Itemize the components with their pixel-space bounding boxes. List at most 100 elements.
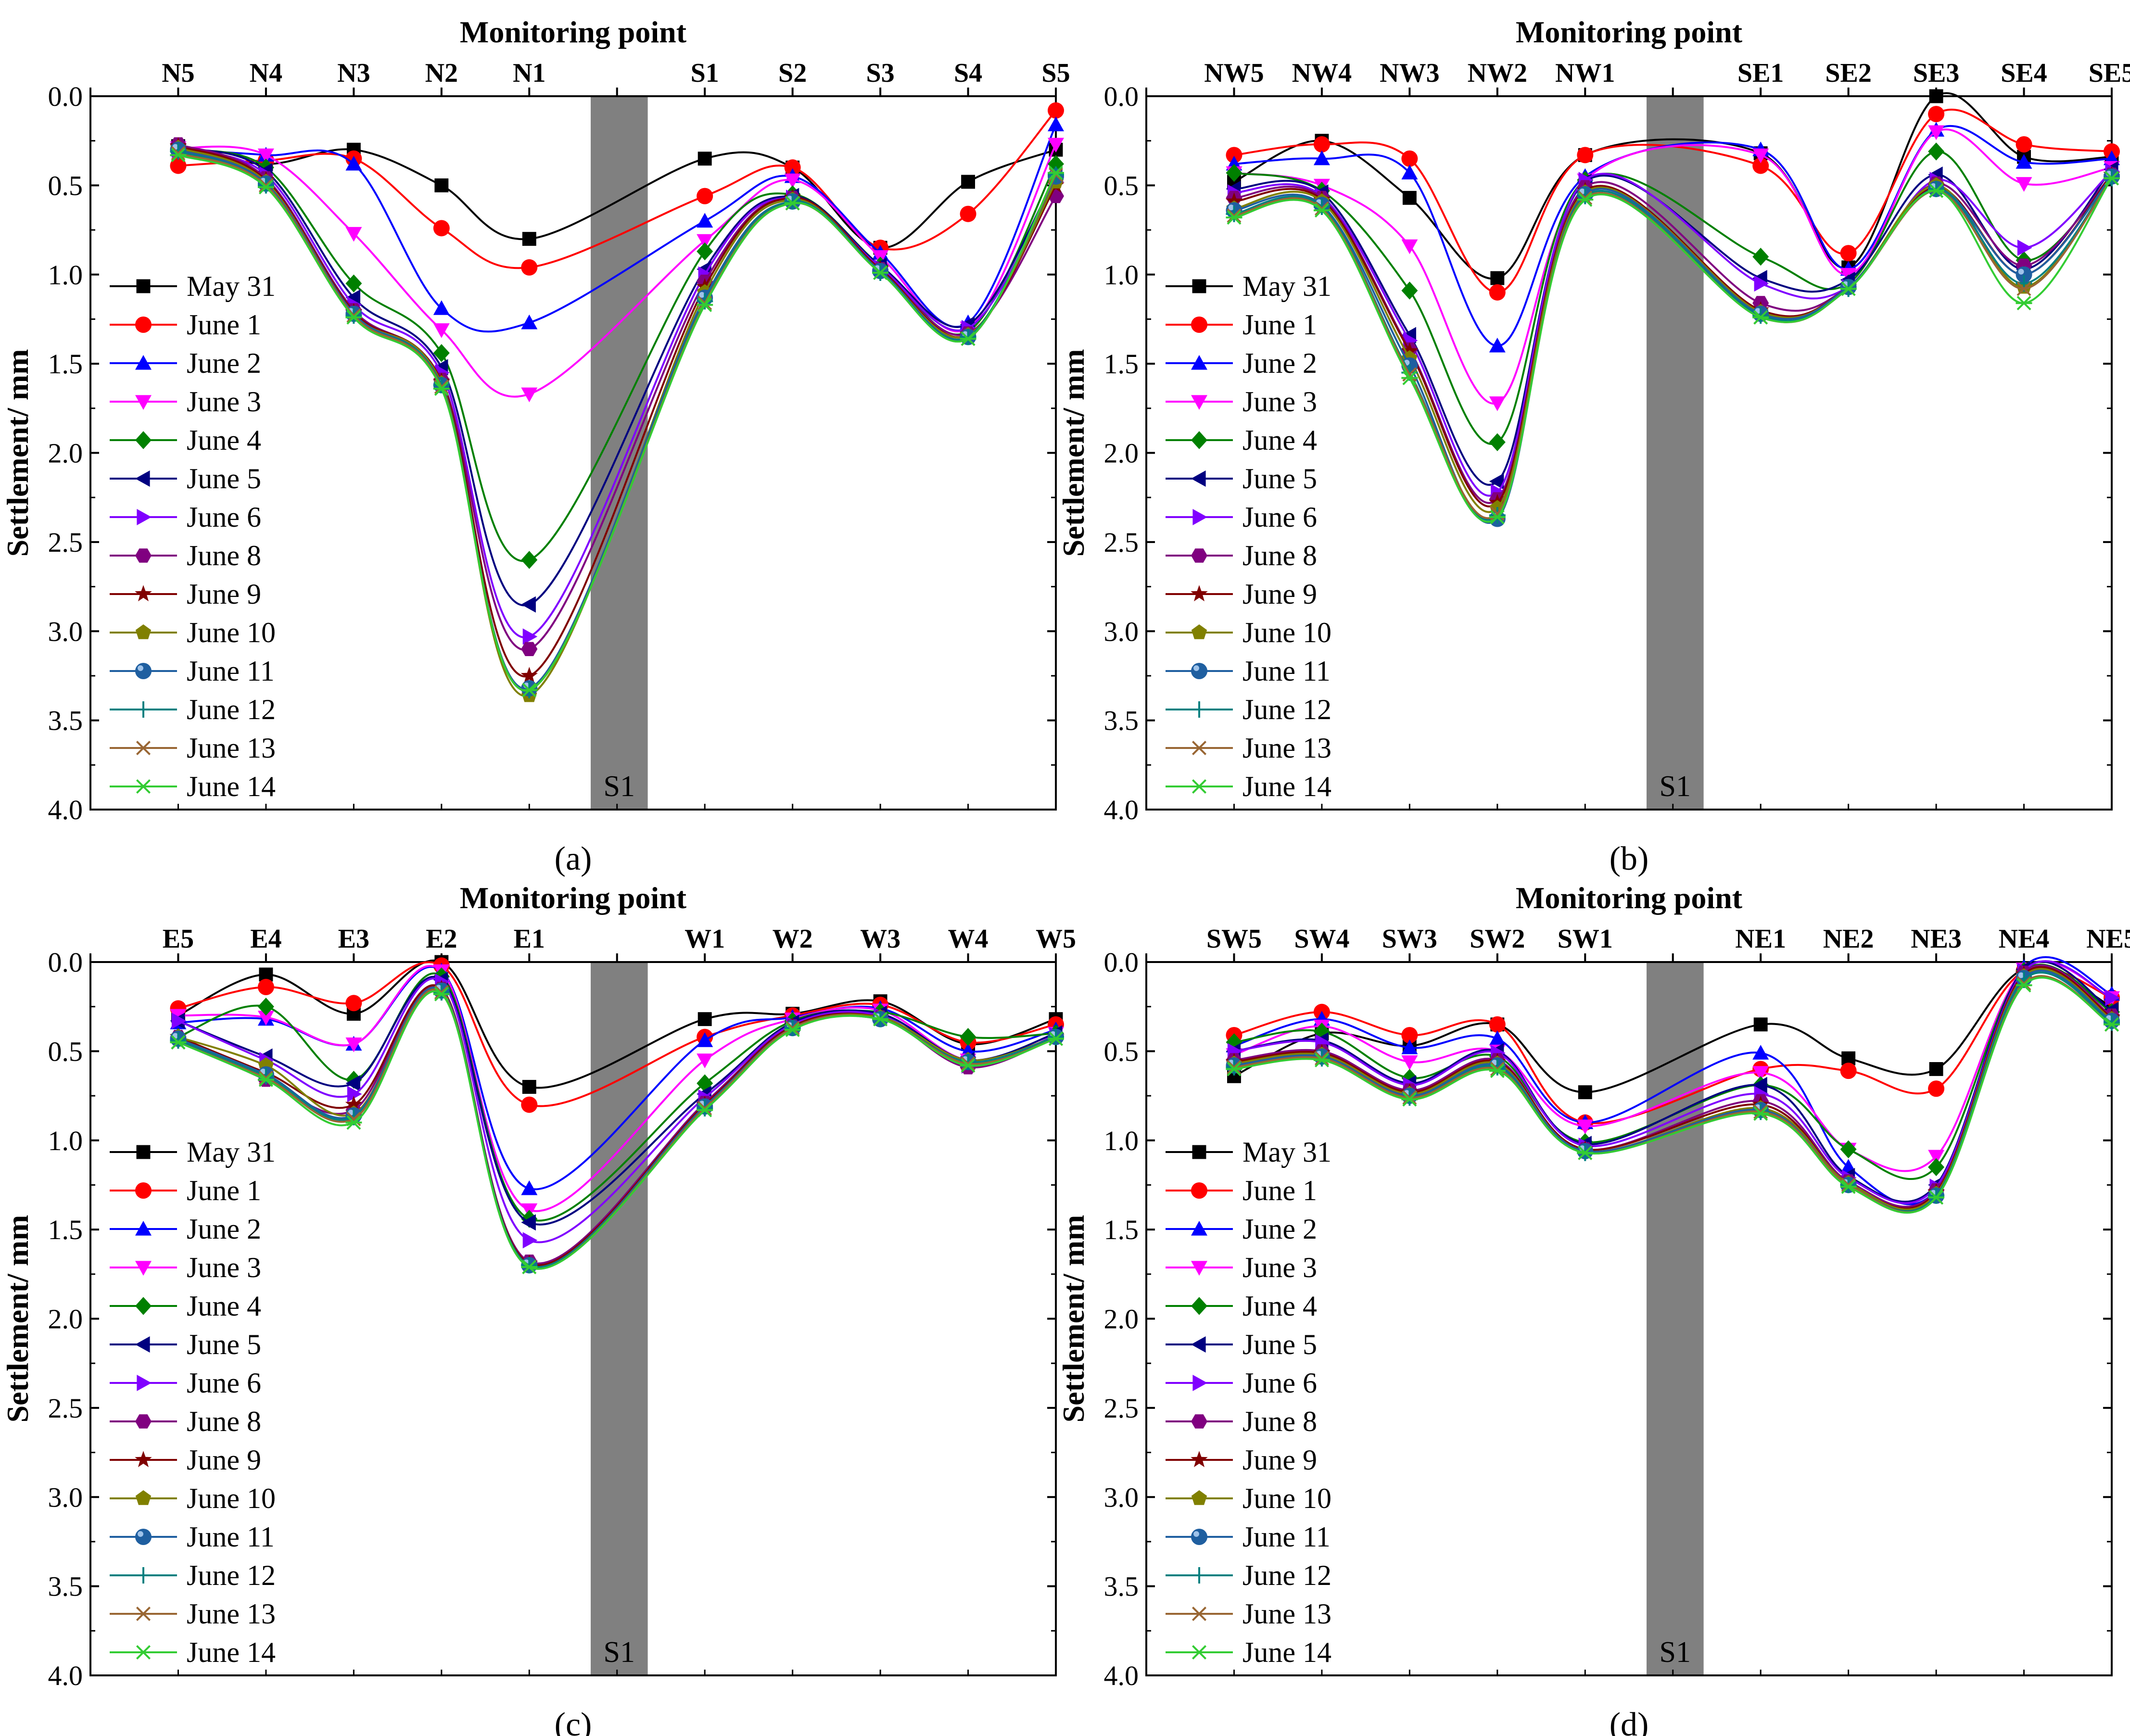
data-point (521, 1259, 538, 1274)
legend-label: June 5 (1242, 463, 1317, 494)
legend-marker (1191, 355, 1207, 370)
y-tick-label: 1.5 (48, 1214, 83, 1245)
data-point (257, 148, 274, 164)
legend-label: June 14 (187, 1636, 276, 1668)
x-tick-label: NW5 (1204, 58, 1264, 88)
data-point (697, 1032, 713, 1047)
legend-label: June 5 (1242, 1329, 1317, 1360)
panel-c: S1 0.0 0.5 1.0 1.5 2.0 2.5 3.0 3.5 4.0 E5 E4 E3 E2 E1 W… (0, 881, 1076, 1736)
legend-marker (1191, 1529, 1207, 1545)
data-point (257, 998, 274, 1016)
y-tick-label: 3.0 (48, 1482, 83, 1513)
data-point (1840, 281, 1857, 296)
legend-item: June 3 (1166, 386, 1317, 418)
legend-marker (1191, 431, 1207, 449)
legend-marker (135, 585, 152, 602)
data-point (522, 1232, 538, 1249)
data-point (1577, 1145, 1594, 1160)
x-tick-label: E5 (163, 924, 194, 954)
data-point (522, 232, 536, 246)
y-tick-label: 4.0 (48, 1660, 83, 1691)
series-june-14 (170, 987, 1064, 1274)
data-point (1489, 396, 1506, 411)
data-point (784, 159, 801, 176)
legend-item: June 5 (110, 1329, 261, 1360)
data-point (1314, 201, 1329, 216)
data-point (522, 628, 538, 645)
legend-item: June 14 (1166, 1636, 1331, 1668)
data-point (1226, 147, 1242, 164)
data-point (1489, 507, 1506, 524)
series-june-1 (170, 102, 1064, 276)
legend-label: June 12 (1242, 1559, 1331, 1591)
legend-label: June 10 (187, 617, 276, 648)
legend-item: June 13 (110, 1598, 276, 1630)
panel-b: S1 0.0 0.5 1.0 1.5 2.0 2.5 3.0 3.5 4.0 NW5 NW4 NW3 NW… (1056, 15, 2130, 877)
data-point (1578, 190, 1593, 205)
legend-label: June 4 (1242, 424, 1317, 456)
data-point (1313, 203, 1330, 218)
data-point (1577, 147, 1594, 164)
x-tick-label: S3 (866, 58, 895, 88)
series-june-14 (170, 148, 1064, 697)
legend-item: June 9 (1166, 1444, 1317, 1476)
x-tick-label: N2 (425, 58, 458, 88)
legend-marker (1191, 1297, 1207, 1315)
y-tick-label: 4.0 (1104, 1660, 1139, 1691)
legend-item: June 13 (110, 732, 276, 764)
legend-marker (1191, 585, 1208, 602)
legend-item: May 31 (110, 1136, 276, 1168)
data-point (433, 381, 450, 396)
x-tick-label: SW2 (1470, 924, 1525, 954)
x-tick-label: E2 (426, 924, 457, 954)
data-point (1401, 150, 1418, 167)
data-point (697, 234, 713, 249)
y-tick-label: 1.0 (48, 1125, 83, 1156)
legend-item: May 31 (110, 270, 276, 302)
legend-item: June 11 (1166, 655, 1331, 687)
data-point (345, 310, 362, 325)
data-point (2016, 281, 2031, 296)
data-point (1489, 338, 1506, 353)
y-tick-label: 3.0 (48, 616, 83, 647)
legend-label: June 11 (187, 1521, 275, 1553)
data-point (521, 1096, 538, 1113)
data-point (1402, 190, 1417, 205)
legend-label: June 8 (1242, 540, 1317, 571)
band-label: S1 (1660, 770, 1691, 803)
legend-marker (135, 355, 152, 370)
data-point (1401, 1055, 1418, 1070)
legend-marker (1191, 317, 1207, 333)
data-point (1929, 89, 1943, 103)
x-tick-label: E1 (514, 924, 545, 954)
legend-label: May 31 (187, 270, 276, 302)
legend-marker (135, 1529, 152, 1545)
data-point (345, 1115, 362, 1130)
y-tick-label: 2.0 (48, 1304, 83, 1335)
data-point (170, 143, 187, 160)
data-point (960, 329, 976, 345)
legend-label: June 9 (187, 1444, 261, 1476)
legend-marker (135, 1414, 152, 1429)
data-point (1490, 271, 1505, 285)
data-point (1928, 183, 1945, 198)
y-tick-label: 0.5 (1104, 1036, 1139, 1067)
legend-label: June 10 (187, 1483, 276, 1514)
x-tick-label: E3 (338, 924, 369, 954)
data-point (1928, 1187, 1945, 1204)
x-tick-label: SE2 (1825, 58, 1872, 88)
legend-label: June 11 (1242, 1521, 1331, 1553)
legend-marker (136, 1606, 151, 1622)
series-line (1234, 963, 2112, 1180)
legend: May 31 June 1 June 2 June 3 June 4 June 5 June… (1166, 1136, 1331, 1668)
x-tick-label: S5 (1041, 58, 1070, 88)
series-line (178, 147, 1057, 607)
data-point (1752, 1045, 1769, 1060)
legend-label: June 12 (1242, 694, 1331, 725)
data-point (1754, 275, 1769, 292)
legend-label: June 10 (1242, 1483, 1331, 1514)
data-point (1227, 1060, 1242, 1075)
data-point (1752, 1106, 1769, 1121)
data-point (1401, 165, 1418, 179)
x-tick-label: S4 (954, 58, 982, 88)
